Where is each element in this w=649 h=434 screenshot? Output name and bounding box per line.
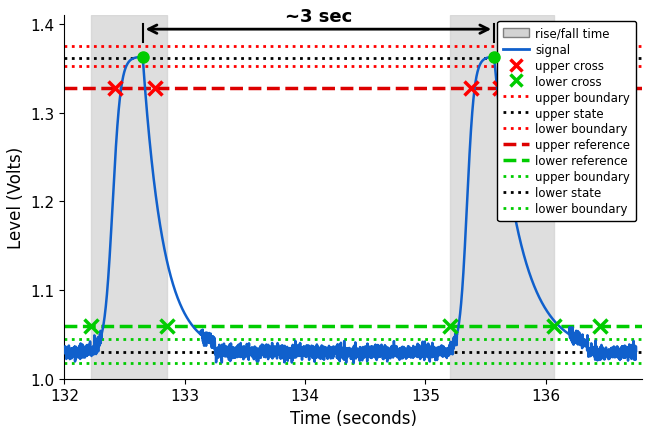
Text: ~3 sec: ~3 sec <box>285 8 352 26</box>
Bar <box>91 16 167 379</box>
Legend: rise/fall time, signal, upper cross, lower cross, upper boundary, upper state, l: rise/fall time, signal, upper cross, low… <box>498 22 636 222</box>
Bar <box>450 16 554 379</box>
X-axis label: Time (seconds): Time (seconds) <box>289 409 417 427</box>
Y-axis label: Level (Volts): Level (Volts) <box>7 146 25 248</box>
